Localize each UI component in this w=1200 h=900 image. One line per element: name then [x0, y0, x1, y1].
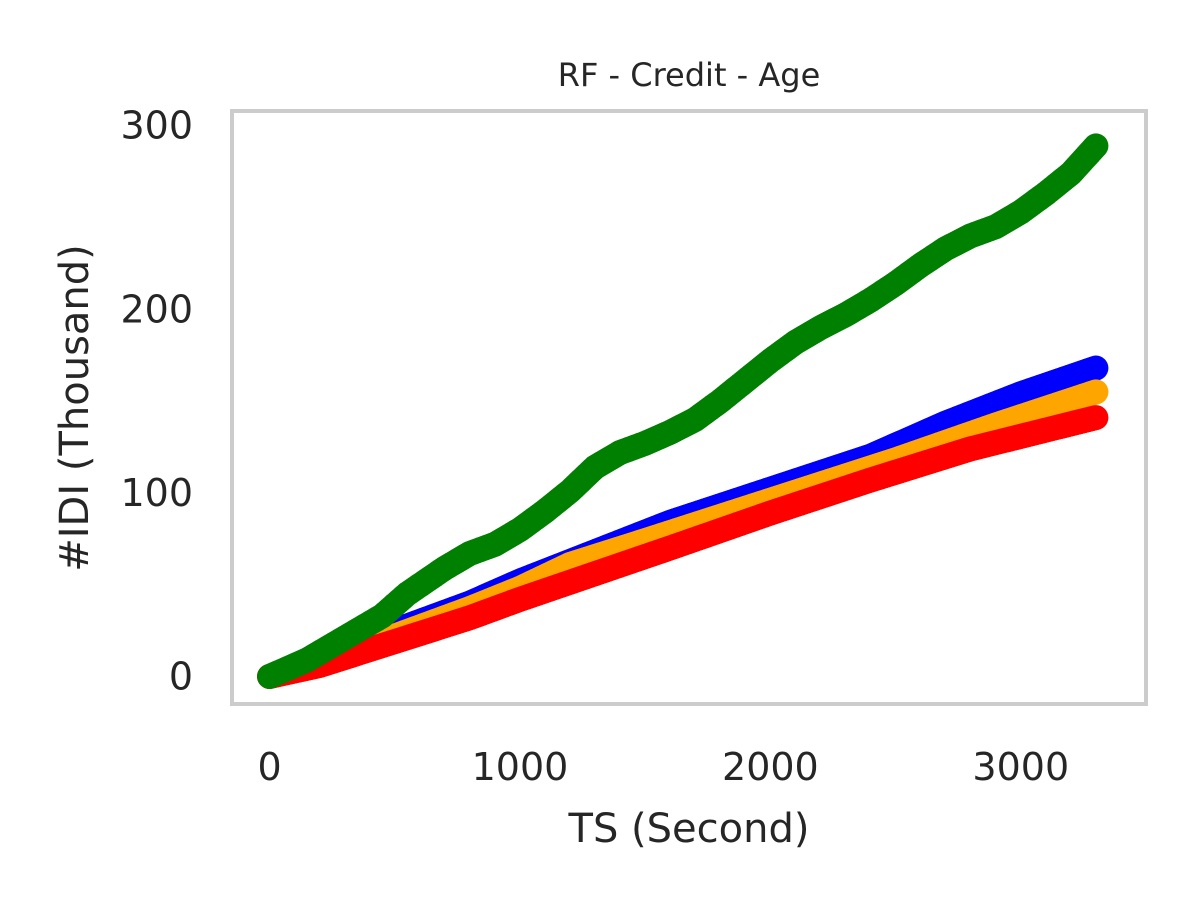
data-point — [1083, 355, 1109, 381]
x-tick-label: 0 — [257, 745, 281, 789]
data-point — [1083, 133, 1109, 159]
y-axis-ticks: 0 100 200 300 — [120, 104, 193, 699]
data-point — [1083, 405, 1109, 431]
x-axis-ticks: 0 1000 2000 3000 — [257, 745, 1069, 789]
y-tick-label: 300 — [120, 104, 193, 148]
data-point — [1083, 379, 1109, 405]
series-layer — [257, 133, 1109, 689]
y-tick-label: 0 — [169, 654, 193, 698]
y-tick-label: 200 — [120, 287, 193, 331]
y-axis-label: #IDI (Thousand) — [52, 244, 98, 572]
chart-title: RF - Credit - Age — [558, 56, 821, 94]
y-tick-label: 100 — [120, 471, 193, 515]
x-tick-label: 3000 — [972, 745, 1069, 789]
series-4 — [257, 133, 1109, 689]
plot-frame — [230, 109, 1148, 706]
x-tick-label: 1000 — [472, 745, 569, 789]
x-tick-label: 2000 — [722, 745, 819, 789]
x-axis-label: TS (Second) — [568, 806, 810, 852]
